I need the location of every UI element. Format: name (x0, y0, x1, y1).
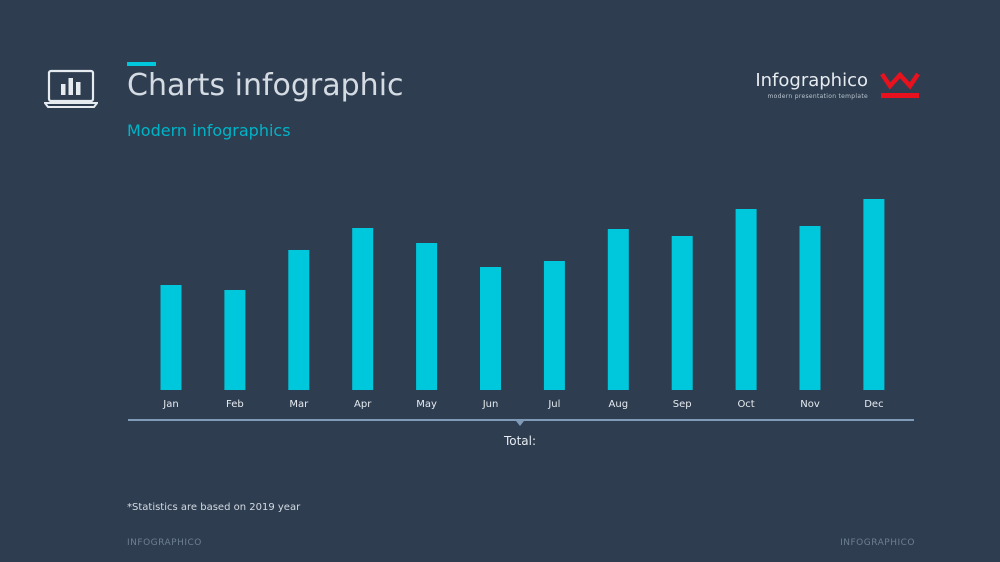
brand-tagline: modern presentation template (767, 93, 868, 100)
footer-right-brand: INFOGRAPHICO (840, 538, 915, 548)
w-logo-icon (880, 71, 920, 98)
x-tick-label: May (416, 399, 437, 410)
x-tick-label: Jan (162, 399, 178, 410)
bar-oct (735, 209, 757, 390)
x-tick-label: Aug (609, 399, 629, 410)
brand-block: Infographico modern presentation templat… (755, 70, 868, 100)
bar-aug (607, 229, 629, 390)
total-label: Total: (503, 434, 537, 448)
bar-mar (288, 250, 310, 390)
bar-jul (543, 261, 565, 390)
bar-dec (863, 199, 885, 390)
bar-feb (224, 290, 246, 390)
bar-sep (671, 236, 693, 390)
x-tick-label: Feb (226, 399, 244, 410)
x-tick-label: Jun (482, 399, 499, 410)
axis-pointer (516, 421, 524, 426)
x-tick-label: Apr (354, 399, 372, 410)
page-title: Charts infographic (127, 68, 404, 103)
bar-may (416, 243, 438, 390)
bar-nov (799, 226, 821, 390)
x-tick-label: Sep (673, 399, 692, 410)
footnote: *Statistics are based on 2019 year (127, 502, 301, 513)
title-accent-bar (127, 62, 156, 66)
x-tick-label: Dec (864, 399, 883, 410)
page-subtitle: Modern infographics (127, 121, 291, 140)
footer-left-brand: INFOGRAPHICO (127, 538, 202, 548)
bar-jun (480, 267, 501, 390)
bar-apr (352, 228, 374, 390)
x-tick-label: Mar (289, 399, 309, 410)
x-tick-label: Oct (737, 399, 754, 410)
bar-jan (160, 285, 182, 390)
laptop-chart-icon (44, 69, 98, 108)
brand-name: Infographico (755, 70, 868, 91)
x-tick-label: Jul (547, 399, 560, 410)
x-tick-label: Nov (800, 399, 820, 410)
